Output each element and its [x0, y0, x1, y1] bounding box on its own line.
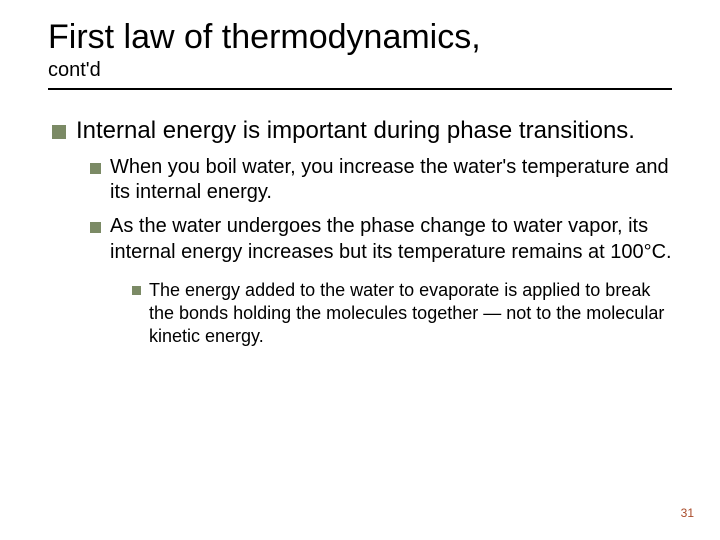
- slide-subtitle: cont'd: [48, 59, 672, 82]
- square-bullet-icon: [132, 286, 141, 295]
- square-bullet-icon: [52, 125, 66, 139]
- page-number: 31: [681, 506, 694, 520]
- bullet-level2-text: As the water undergoes the phase change …: [110, 214, 672, 265]
- bullet-level3: The energy added to the water to evapora…: [132, 279, 672, 348]
- bullet-level2: As the water undergoes the phase change …: [90, 214, 672, 265]
- bullet-level1: Internal energy is important during phas…: [52, 116, 672, 147]
- title-divider: [48, 88, 672, 90]
- bullet-level1-text: Internal energy is important during phas…: [76, 116, 672, 147]
- square-bullet-icon: [90, 222, 101, 233]
- slide-title: First law of thermodynamics,: [48, 18, 672, 57]
- bullet-level3-text: The energy added to the water to evapora…: [149, 279, 672, 348]
- square-bullet-icon: [90, 163, 101, 174]
- bullet-level2: When you boil water, you increase the wa…: [90, 155, 672, 206]
- title-block: First law of thermodynamics, cont'd: [48, 18, 672, 82]
- bullet-level2-text: When you boil water, you increase the wa…: [110, 155, 672, 206]
- slide-container: First law of thermodynamics, cont'd Inte…: [0, 0, 720, 540]
